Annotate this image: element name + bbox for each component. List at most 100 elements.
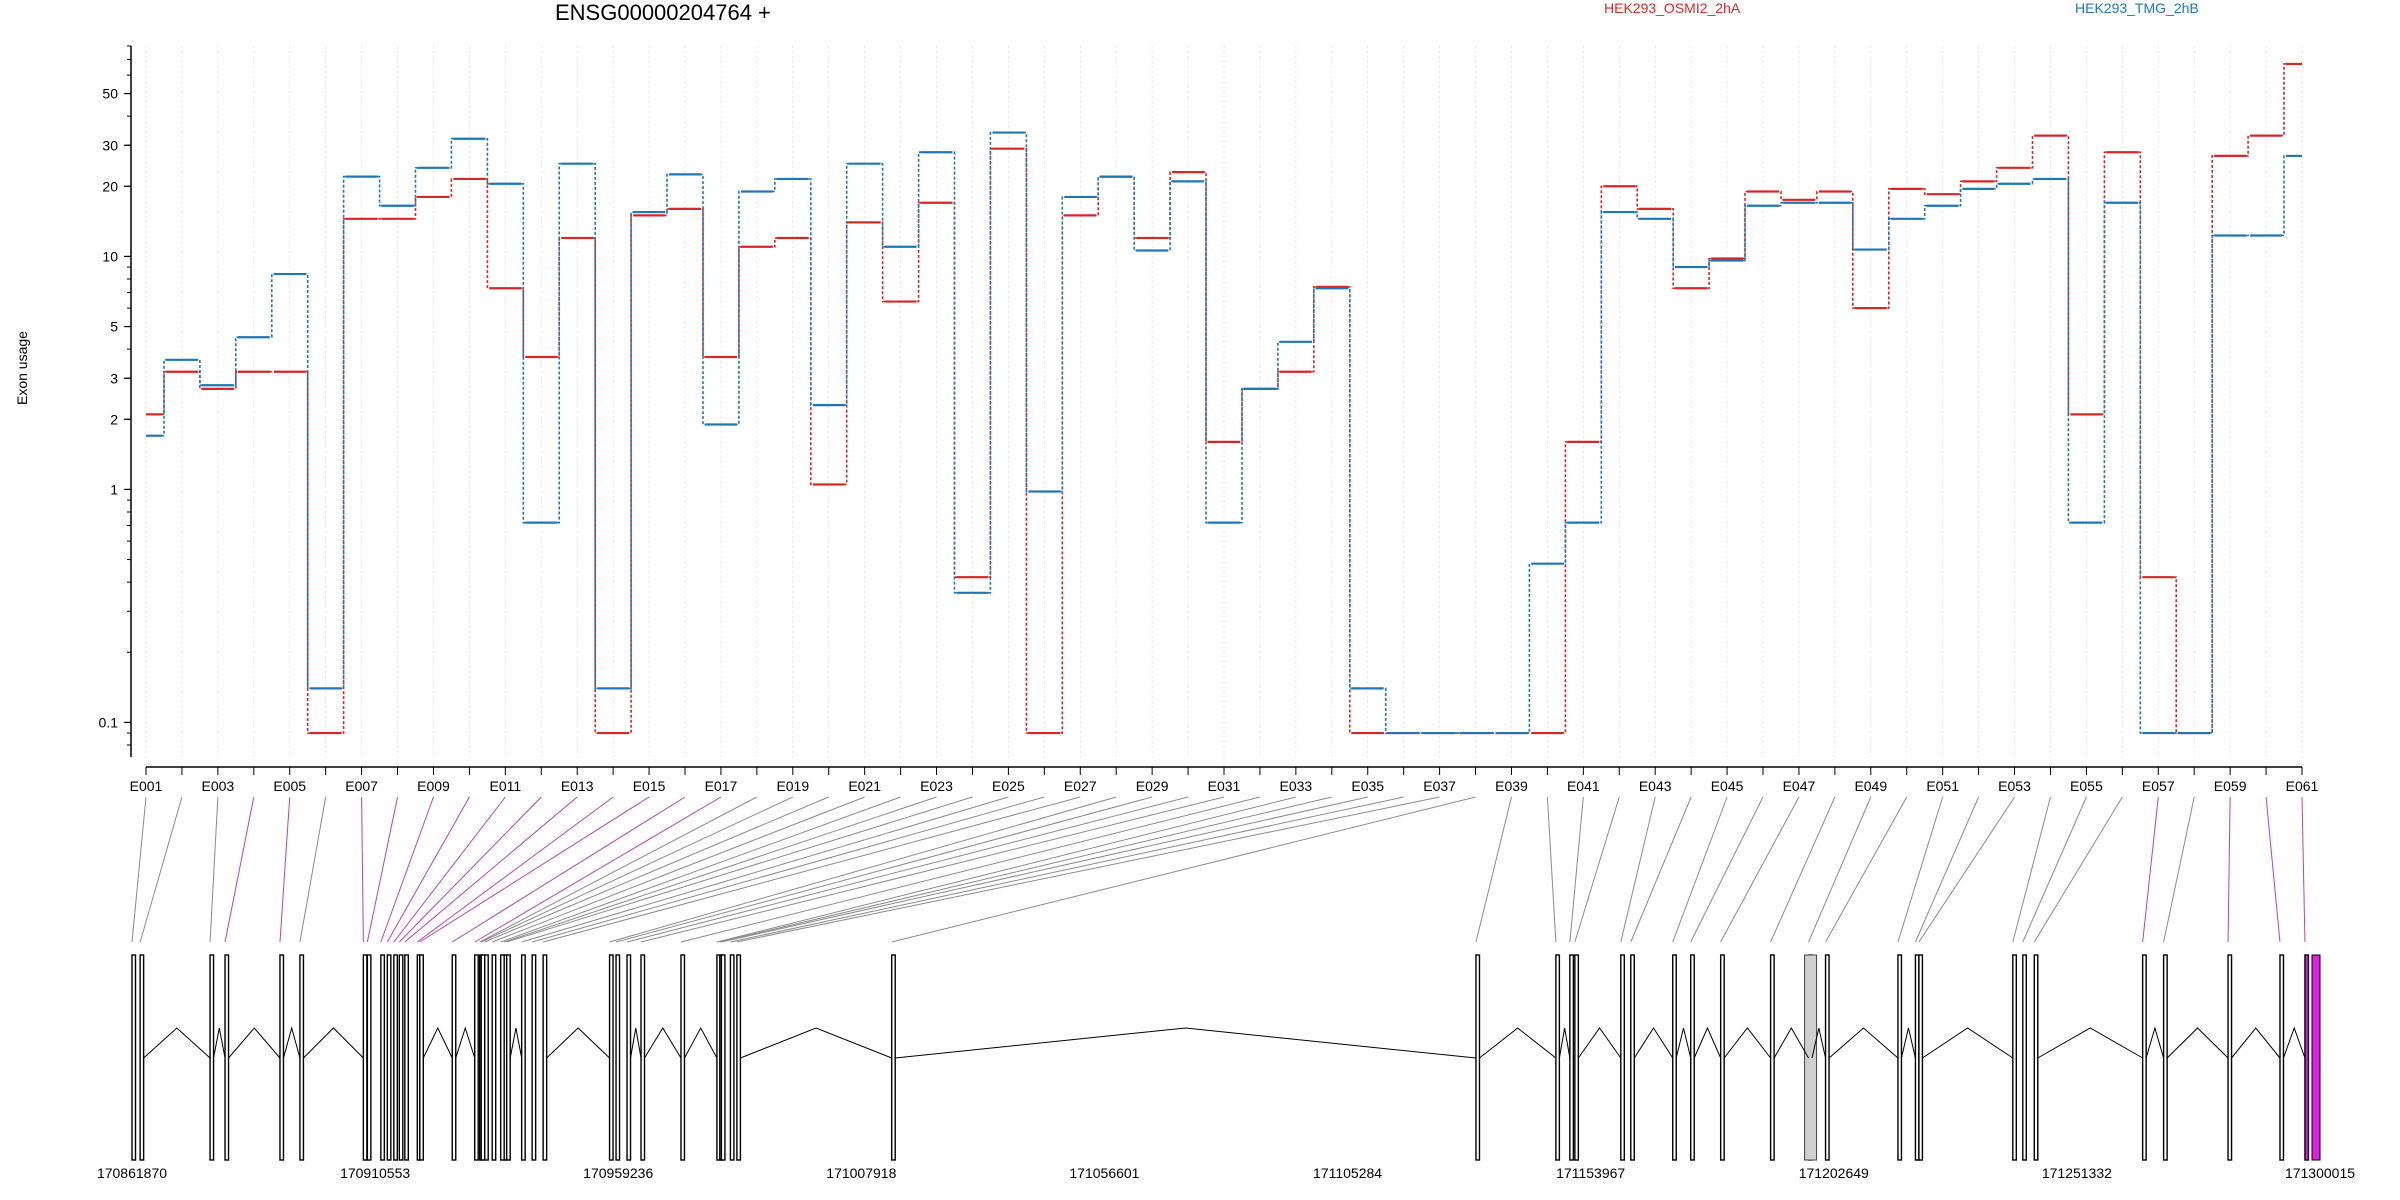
exon-mapping-line bbox=[1918, 796, 2015, 943]
exon-mapping-line bbox=[1808, 796, 1872, 943]
genomic-tick-label: 170861870 bbox=[97, 1165, 167, 1181]
intron-connector bbox=[2231, 1027, 2281, 1059]
x-tick-label: E049 bbox=[1854, 778, 1887, 794]
exon-mapping-line bbox=[139, 796, 183, 943]
y-axis-label: Exon usage bbox=[14, 331, 30, 405]
x-tick-label: E045 bbox=[1711, 778, 1744, 794]
exon-box bbox=[1769, 954, 1775, 1161]
exon-mapping-line bbox=[209, 796, 219, 943]
exon-box bbox=[404, 954, 410, 1161]
x-tick-label: E015 bbox=[633, 778, 666, 794]
y-tick-label: 2 bbox=[110, 411, 118, 427]
exon-box bbox=[1555, 954, 1561, 1161]
exon-mapping-line bbox=[1720, 796, 1800, 943]
y-tick-label: 50 bbox=[102, 86, 118, 102]
intron-connector bbox=[2037, 1027, 2143, 1059]
intron-connector bbox=[1723, 1027, 1772, 1059]
exon-mapping-line bbox=[1825, 796, 1908, 943]
exon-box bbox=[362, 954, 368, 1161]
exon-box bbox=[131, 954, 137, 1161]
x-tick-label: E055 bbox=[2070, 778, 2103, 794]
genomic-tick-label: 170959236 bbox=[583, 1165, 653, 1181]
series-line-1 bbox=[146, 63, 2302, 734]
exon-box bbox=[2012, 954, 2018, 1161]
intron-connector bbox=[1693, 1026, 1722, 1059]
x-tick-label: E021 bbox=[848, 778, 881, 794]
intron-connector bbox=[303, 1027, 364, 1059]
exon-mapping-line bbox=[500, 796, 901, 943]
exon-mapping-line bbox=[361, 796, 364, 943]
x-tick-label: E035 bbox=[1351, 778, 1384, 794]
x-tick-label: E043 bbox=[1639, 778, 1672, 794]
x-tick-label: E053 bbox=[1998, 778, 2031, 794]
intron-connector bbox=[1577, 1027, 1622, 1059]
exon-mapping-line bbox=[532, 796, 1045, 943]
exon-box bbox=[729, 954, 735, 1161]
exon-mapping-line bbox=[506, 796, 973, 943]
x-tick-label: E009 bbox=[417, 778, 450, 794]
genomic-tick-label: 171202649 bbox=[1799, 1165, 1869, 1181]
intron-connector bbox=[1479, 1027, 1557, 1059]
exon-mapping-line bbox=[484, 796, 829, 943]
intron-connector bbox=[213, 1027, 226, 1059]
exon-mapping-line bbox=[131, 796, 147, 943]
y-tick-label: 20 bbox=[102, 178, 118, 194]
y-tick-label: 3 bbox=[110, 370, 118, 386]
exon-mapping-line bbox=[543, 796, 1081, 943]
intron-connector bbox=[1675, 1027, 1692, 1059]
exon-box bbox=[2162, 954, 2168, 1161]
exon-box bbox=[474, 954, 479, 1161]
exon-mapping-line bbox=[1620, 796, 1656, 943]
exon-box bbox=[380, 954, 386, 1161]
genomic-tick-label: 171007918 bbox=[826, 1165, 896, 1181]
exon-box bbox=[608, 954, 614, 1161]
exon-mapping-line bbox=[626, 796, 1189, 943]
exon-box bbox=[419, 954, 424, 1161]
genomic-tick-label: 170910553 bbox=[340, 1165, 410, 1181]
exon-box bbox=[279, 954, 285, 1161]
exon-mapping-line bbox=[2227, 796, 2231, 943]
exon-mapping-line bbox=[1690, 796, 1764, 943]
x-tick-label: E005 bbox=[273, 778, 306, 794]
exon-mapping-line bbox=[716, 796, 1296, 943]
exon-mapping-line bbox=[1770, 796, 1836, 943]
exon-box bbox=[484, 954, 489, 1161]
exon-feature-box bbox=[1804, 954, 1818, 1161]
exon-mapping-line bbox=[730, 796, 1404, 943]
exon-mapping-line bbox=[1546, 796, 1557, 943]
x-tick-label: E017 bbox=[705, 778, 738, 794]
exon-box bbox=[1672, 954, 1677, 1161]
intron-connector bbox=[455, 1026, 476, 1059]
intron-connector bbox=[546, 1027, 610, 1059]
exon-mapping-line bbox=[224, 796, 255, 943]
exon-box bbox=[736, 954, 742, 1161]
intron-connector bbox=[644, 1027, 682, 1059]
exon-box bbox=[451, 954, 457, 1161]
exon-box bbox=[2033, 954, 2039, 1161]
exon-box bbox=[520, 954, 526, 1161]
exon-box bbox=[2227, 954, 2233, 1161]
intron-connector bbox=[282, 1026, 301, 1059]
exon-mapping-line bbox=[2022, 796, 2087, 943]
exon-box bbox=[1569, 954, 1575, 1161]
y-tick-label: 10 bbox=[102, 248, 118, 264]
x-tick-label: E023 bbox=[920, 778, 953, 794]
exon-box bbox=[1620, 954, 1625, 1161]
x-tick-label: E047 bbox=[1783, 778, 1816, 794]
exon-box bbox=[393, 954, 399, 1161]
exon-mapping-line bbox=[481, 796, 794, 943]
y-tick-label: 30 bbox=[102, 137, 118, 153]
exon-mapping-line bbox=[419, 796, 650, 943]
intron-connector bbox=[2145, 1026, 2165, 1059]
legend-series-2: HEK293_TMG_2hB bbox=[2075, 0, 2199, 16]
x-tick-label: E059 bbox=[2214, 778, 2247, 794]
genomic-tick-label: 171251332 bbox=[2042, 1165, 2112, 1181]
x-tick-label: E051 bbox=[1926, 778, 1959, 794]
exon-mapping-line bbox=[1897, 796, 1944, 943]
intron-connector bbox=[1828, 1027, 1899, 1059]
exon-last-box bbox=[2311, 954, 2321, 1161]
intron-connector bbox=[1900, 1027, 1916, 1059]
exon-mapping-line bbox=[2301, 796, 2306, 943]
exon-mapping-line bbox=[2142, 796, 2159, 943]
exon-mapping-line bbox=[416, 796, 614, 943]
